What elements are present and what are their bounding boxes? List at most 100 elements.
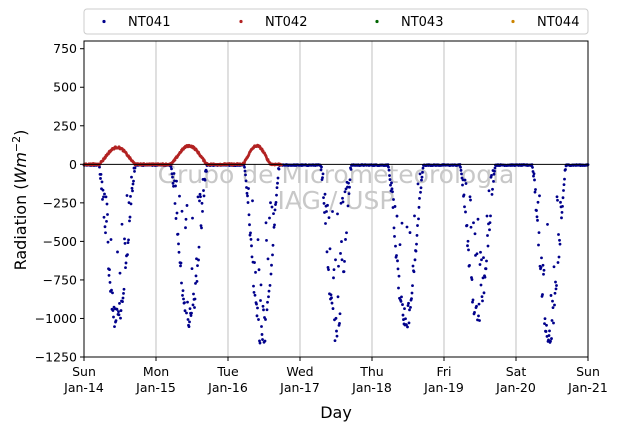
y-tick-label: −1250 (35, 350, 77, 365)
point-NT041 (200, 226, 203, 230)
watermark-line-2: IAG / USP (278, 186, 395, 215)
point-NT041 (403, 307, 406, 311)
point-NT041 (406, 325, 409, 329)
point-NT041 (479, 250, 482, 254)
point-NT041 (486, 244, 490, 248)
point-NT041 (416, 224, 419, 227)
plot-area (83, 40, 589, 358)
point-NT041 (264, 221, 268, 225)
point-NT041 (127, 238, 130, 242)
point-NT041 (196, 195, 200, 199)
point-NT041 (121, 296, 125, 300)
point-NT041 (181, 289, 185, 293)
point-NT041 (484, 267, 488, 271)
point-NT041 (329, 293, 333, 297)
legend: NT041 NT042 NT043 NT044 (83, 8, 589, 35)
point-NT041 (388, 178, 392, 181)
point-NT041 (463, 178, 467, 182)
point-NT041 (130, 186, 134, 190)
point-NT041 (397, 286, 400, 290)
point-NT041 (250, 244, 253, 248)
point-NT041 (107, 274, 111, 277)
point-NT041 (111, 309, 115, 312)
point-NT041 (259, 299, 262, 302)
x-tick-label: Wed (286, 364, 313, 379)
point-NT041 (322, 196, 325, 200)
point-NT041 (321, 172, 325, 176)
point-NT041 (327, 268, 330, 272)
point-NT041 (548, 329, 551, 333)
point-NT041 (321, 176, 324, 180)
point-NT041 (131, 182, 135, 186)
point-NT041 (267, 295, 270, 299)
point-NT041 (473, 311, 476, 314)
point-NT041 (256, 238, 260, 242)
point-NT041 (124, 261, 128, 265)
point-NT041 (120, 222, 124, 226)
point-NT041 (170, 167, 173, 171)
legend-label-NT042: NT042 (265, 15, 307, 30)
point-NT041 (202, 194, 206, 198)
data-points (82, 143, 590, 345)
point-NT041 (541, 263, 545, 267)
point-NT041 (473, 232, 477, 236)
point-NT041 (545, 323, 548, 327)
point-NT041 (469, 198, 472, 202)
point-NT041 (184, 217, 188, 221)
point-NT041 (323, 192, 327, 196)
point-NT041 (133, 170, 136, 173)
point-NT041 (558, 238, 561, 242)
point-NT041 (546, 223, 549, 226)
point-NT041 (276, 181, 279, 185)
point-NT041 (344, 238, 347, 241)
point-NT041 (341, 200, 345, 204)
point-NT041 (405, 225, 409, 229)
point-NT041 (407, 301, 410, 305)
point-NT041 (326, 203, 329, 207)
point-NT041 (182, 297, 185, 301)
point-NT041 (243, 165, 246, 169)
point-NT041 (552, 265, 556, 269)
point-NT041 (187, 325, 191, 329)
point-NT041 (328, 247, 332, 251)
point-NT041 (482, 291, 486, 295)
point-NT041 (408, 308, 411, 312)
point-NT041 (330, 301, 334, 305)
point-NT041 (492, 172, 496, 176)
point-NT041 (388, 174, 391, 177)
point-NT041 (346, 204, 350, 208)
point-NT041 (342, 270, 346, 274)
point-NT041 (110, 288, 113, 292)
point-NT041 (421, 170, 424, 174)
point-NT041 (560, 211, 564, 214)
point-NT041 (183, 309, 187, 313)
x-tick-label: Tue (216, 364, 239, 379)
point-NT041 (420, 175, 424, 179)
point-NT041 (559, 200, 562, 204)
point-NT041 (334, 258, 337, 262)
point-NT041 (488, 221, 492, 225)
point-NT041 (466, 244, 469, 248)
x-tick-label: Sun (576, 364, 600, 379)
point-NT041 (469, 225, 473, 229)
point-NT041 (563, 177, 566, 181)
x-tick-label: Sat (506, 364, 527, 379)
point-NT041 (542, 272, 545, 276)
point-NT041 (488, 228, 491, 232)
point-NT041 (104, 195, 108, 199)
point-NT041 (266, 300, 269, 304)
point-NT041 (256, 306, 259, 310)
legend-marker-NT042 (239, 19, 243, 24)
point-NT041 (98, 165, 101, 169)
point-NT041 (334, 316, 338, 320)
point-NT041 (412, 270, 416, 274)
point-NT041 (178, 194, 181, 198)
point-NT041 (174, 217, 178, 220)
point-NT041 (185, 311, 188, 315)
point-NT041 (537, 243, 540, 247)
point-NT041 (406, 304, 410, 307)
point-NT041 (202, 189, 205, 192)
point-NT041 (404, 317, 407, 321)
point-NT041 (117, 310, 120, 314)
point-NT041 (273, 208, 277, 212)
